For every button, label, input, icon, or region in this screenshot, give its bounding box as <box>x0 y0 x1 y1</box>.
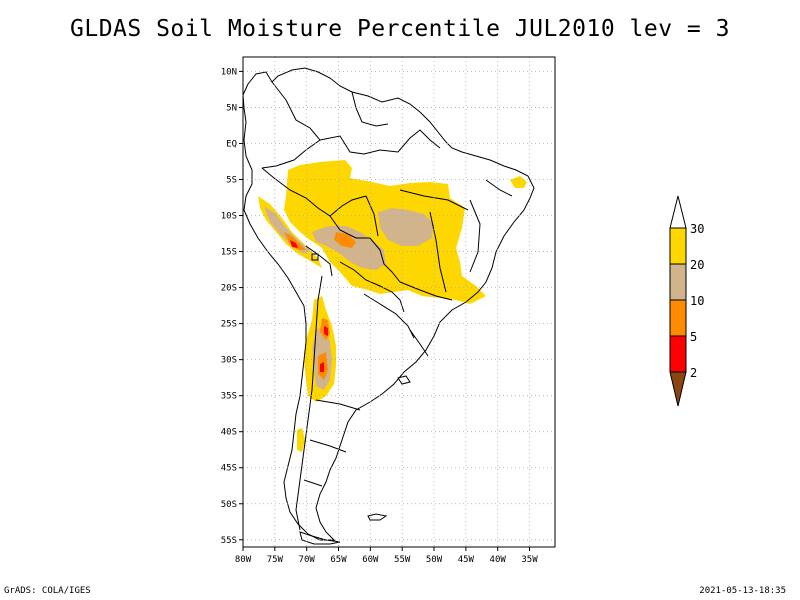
shade-10-20-mato-grosso <box>378 208 434 246</box>
lat-tick-label: 35S <box>221 392 237 402</box>
footer-credit: GrADS: COLA/IGES <box>4 586 91 596</box>
border-brazil-bolivia <box>329 215 401 283</box>
lon-tick-label: 65W <box>330 555 347 565</box>
lon-tick-label: 40W <box>490 555 507 565</box>
falkland-islands <box>367 513 388 521</box>
graticule <box>242 57 555 547</box>
lat-tick-label: 20S <box>221 284 237 294</box>
legend-label-30: 30 <box>690 222 704 236</box>
lon-tick-label: 70W <box>299 555 316 565</box>
shade-2-5-peru <box>290 240 298 248</box>
shade-10-20-bolivia <box>312 226 386 270</box>
legend-above-30-triangle <box>669 195 687 229</box>
legend-labels: 30 20 10 5 2 <box>690 222 704 380</box>
lat-tick-label: 15S <box>221 248 237 258</box>
legend-box-2-5 <box>669 335 687 373</box>
color-legend <box>669 195 687 407</box>
border-brazil-states-4 <box>365 195 379 237</box>
shade-2-5-andes-south <box>320 362 324 372</box>
shade-10-20-coast-peru <box>264 206 310 254</box>
lat-tick-label: 55S <box>221 536 237 546</box>
lon-tick-label: 75W <box>267 555 284 565</box>
legend-box-20-30 <box>669 227 687 265</box>
shade-20-30-northeast <box>510 176 527 188</box>
shade-5-10-peru <box>284 232 306 250</box>
lagoon-patos <box>397 375 411 385</box>
border-brazil-uruguay <box>409 329 429 357</box>
legend-label-5: 5 <box>690 330 697 344</box>
legend-label-10: 10 <box>690 294 704 308</box>
lat-tick-label: 5S <box>226 176 237 186</box>
lat-tick-label: EQ <box>226 139 237 149</box>
lat-tick-label: 50S <box>221 500 237 510</box>
border-chile-argentina <box>295 275 323 531</box>
lat-tick-label: 25S <box>221 320 237 330</box>
shade-5-10-bolivia <box>334 232 356 248</box>
longitude-labels: 80W 75W 70W 65W 60W 55W 50W 45W 40W 35W <box>235 547 538 565</box>
lat-tick-label: 10N <box>221 67 237 77</box>
legend-below-2-triangle <box>669 371 687 407</box>
coastline <box>242 67 535 545</box>
lon-tick-label: 60W <box>362 555 379 565</box>
border-peru-brazil <box>261 167 367 217</box>
map-title: GLDAS Soil Moisture Percentile JUL2010 l… <box>70 16 730 42</box>
border-brazil-states-1 <box>399 189 469 211</box>
tierra-del-fuego <box>299 531 341 545</box>
shade-2-5-andes <box>324 326 328 336</box>
map-frame <box>242 56 556 548</box>
legend-box-5-10 <box>669 299 687 337</box>
footer-timestamp: 2021-05-13-18:35 <box>699 586 786 596</box>
lake-titicaca <box>311 253 319 261</box>
legend-box-10-20 <box>669 263 687 301</box>
border-brazil-north <box>319 129 441 155</box>
border-brazil-states-3 <box>469 199 481 273</box>
soil-moisture-shading <box>258 160 527 452</box>
border-argentina-provinces <box>303 399 361 487</box>
lat-tick-label: 40S <box>221 428 237 438</box>
border-brazil-states-2 <box>429 211 447 293</box>
lon-tick-label: 80W <box>235 555 252 565</box>
lat-tick-label: 10S <box>221 212 237 222</box>
lon-tick-label: 35W <box>521 555 538 565</box>
lat-tick-label: 5N <box>226 103 237 113</box>
legend-label-2: 2 <box>690 366 697 380</box>
legend-label-20: 20 <box>690 258 704 272</box>
lon-tick-label: 45W <box>458 555 475 565</box>
border-argentina-paraguay <box>363 293 415 339</box>
border-peru-bolivia <box>305 245 333 277</box>
latitude-labels: 10N 5N EQ 5S 10S 15S 20S 25S 30S 35S 40S 45S 50S 55S <box>221 67 243 546</box>
lat-tick-label: 45S <box>221 464 237 474</box>
lon-tick-label: 50W <box>426 555 443 565</box>
border-venezuela-guyana <box>351 91 389 127</box>
border-brazil-states-6 <box>485 179 513 197</box>
lon-tick-label: 55W <box>394 555 411 565</box>
border-colombia-venezuela <box>261 81 321 169</box>
lat-tick-label: 30S <box>221 356 237 366</box>
continent-outline <box>242 67 535 541</box>
border-bolivia-paraguay <box>339 261 405 313</box>
shade-20-30-patagonia <box>297 428 305 452</box>
border-brazil-states-5 <box>399 281 453 301</box>
